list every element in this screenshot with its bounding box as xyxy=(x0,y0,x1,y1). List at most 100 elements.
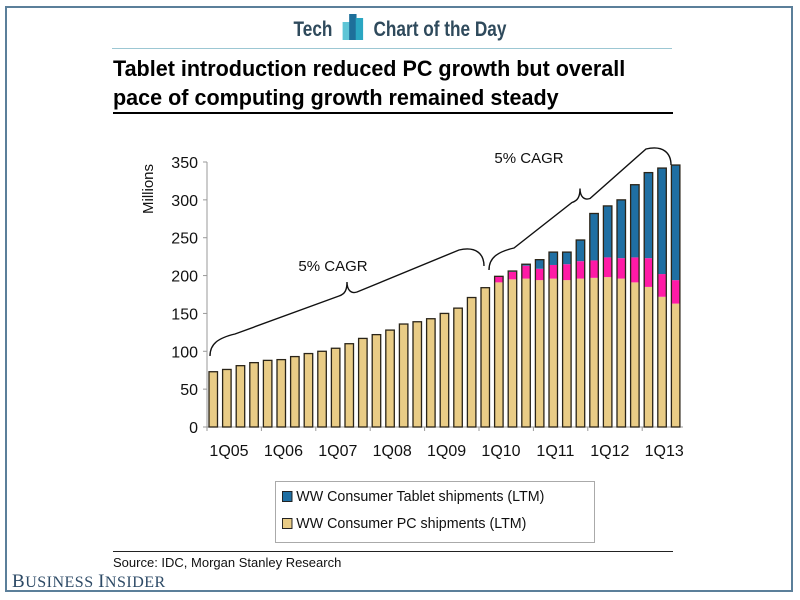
bar-segment xyxy=(467,297,476,427)
bar-segment xyxy=(576,261,585,279)
title-underline xyxy=(113,112,673,114)
y-tick-label: 350 xyxy=(171,155,198,172)
bar-chart-logo-icon xyxy=(341,14,366,40)
y-tick-label: 100 xyxy=(171,344,198,361)
bar-segment xyxy=(617,199,626,259)
bar-segment xyxy=(576,278,585,427)
legend: WW Consumer Tablet shipments (LTM) WW Co… xyxy=(275,481,595,543)
bar-outline xyxy=(208,371,219,428)
bar-segment xyxy=(521,278,531,427)
bar-outline xyxy=(385,329,395,428)
bar-segment xyxy=(440,313,449,427)
legend-label-pc: WW Consumer PC shipments (LTM) xyxy=(296,515,527,532)
bar-outline xyxy=(289,355,300,428)
bar-segment xyxy=(617,278,626,427)
bar-segment xyxy=(521,264,531,266)
x-tick-label: 1Q06 xyxy=(264,443,303,460)
bar-outline xyxy=(303,352,314,428)
bar-outline xyxy=(453,307,463,428)
x-tick-label: 1Q13 xyxy=(645,443,684,460)
bar-outline xyxy=(521,263,531,428)
legend-swatch-pc xyxy=(282,518,293,529)
bar-outline xyxy=(439,312,450,428)
bar-segment xyxy=(657,296,667,427)
bar-outline xyxy=(412,321,423,428)
bar-outline xyxy=(466,296,477,428)
bar-segment xyxy=(372,334,381,427)
bar-outline xyxy=(235,365,246,428)
bar-segment xyxy=(644,172,653,259)
publisher-word-2: NSIDER xyxy=(104,574,166,591)
y-tick-label: 50 xyxy=(180,382,198,399)
bar-outline xyxy=(493,275,504,428)
bar-segment xyxy=(657,274,667,297)
cagr-label-2: 5% CAGR xyxy=(494,150,563,167)
source-note: Source: IDC, Morgan Stanley Research xyxy=(113,555,342,570)
x-tick-label: 1Q08 xyxy=(373,443,412,460)
bar-segment xyxy=(589,277,599,427)
bar-segment xyxy=(617,258,626,279)
bar-outline xyxy=(330,347,341,428)
bar-segment xyxy=(508,271,517,280)
bar-segment xyxy=(589,260,599,278)
bar-segment xyxy=(671,303,680,427)
bar-segment xyxy=(263,360,272,427)
bar-segment xyxy=(535,280,544,427)
bar-segment xyxy=(304,353,313,427)
header-divider xyxy=(112,48,672,49)
bar-segment xyxy=(236,365,245,427)
bar-outline xyxy=(398,323,409,428)
bar-outline xyxy=(575,239,586,428)
legend-label-tablet: WW Consumer Tablet shipments (LTM) xyxy=(296,488,545,505)
bar-segment xyxy=(549,264,558,279)
bar-segment xyxy=(453,308,463,427)
bar-segment xyxy=(521,265,531,279)
bar-segment xyxy=(589,213,599,261)
legend-item-tablet: WW Consumer Tablet shipments (LTM) xyxy=(282,488,544,505)
bar-outline xyxy=(670,164,681,428)
bar-segment xyxy=(630,257,640,283)
bar-segment xyxy=(508,279,517,427)
publisher-logo: BUSINESS INSIDER xyxy=(12,571,166,593)
bar-segment xyxy=(222,369,232,427)
bar-segment xyxy=(481,287,490,427)
chart-title-line2: pace of computing growth remained steady xyxy=(113,85,559,110)
x-tick-label: 1Q12 xyxy=(590,443,629,460)
bar-segment xyxy=(644,286,653,427)
y-tick-label: 250 xyxy=(171,231,198,248)
bar-segment xyxy=(562,252,572,265)
brand-section-right: Chart of the Day xyxy=(373,18,507,41)
source-divider xyxy=(113,551,673,552)
bar-segment xyxy=(249,362,259,427)
bar-outline xyxy=(276,358,287,428)
publisher-word-1: USINESS xyxy=(25,574,99,591)
bar-outline xyxy=(344,343,355,428)
bar-outline xyxy=(357,337,368,428)
bar-segment xyxy=(644,258,653,287)
bar-outline xyxy=(317,350,327,428)
bar-outline xyxy=(425,318,436,428)
bar-segment xyxy=(209,371,218,427)
bar-segment xyxy=(657,168,667,275)
cagr-brace-2 xyxy=(488,147,672,271)
x-tick-label: 1Q07 xyxy=(318,443,357,460)
bar-segment xyxy=(290,356,300,427)
bar-segment xyxy=(630,282,640,427)
bar-segment xyxy=(576,239,585,262)
bar-outline xyxy=(561,251,572,428)
x-tick-label: 1Q11 xyxy=(536,443,574,460)
bar-segment xyxy=(399,324,408,427)
bar-segment xyxy=(562,264,572,281)
bar-segment xyxy=(562,280,572,427)
bar-segment xyxy=(494,276,504,283)
bar-segment xyxy=(494,282,504,427)
bar-segment xyxy=(385,330,395,427)
x-tick-label: 1Q05 xyxy=(209,443,248,460)
bar-segment xyxy=(426,318,436,427)
bar-outline xyxy=(371,333,382,428)
bar-segment xyxy=(603,277,612,427)
bar-segment xyxy=(671,280,680,304)
bar-outline xyxy=(629,184,640,428)
bar-segment xyxy=(671,165,680,281)
